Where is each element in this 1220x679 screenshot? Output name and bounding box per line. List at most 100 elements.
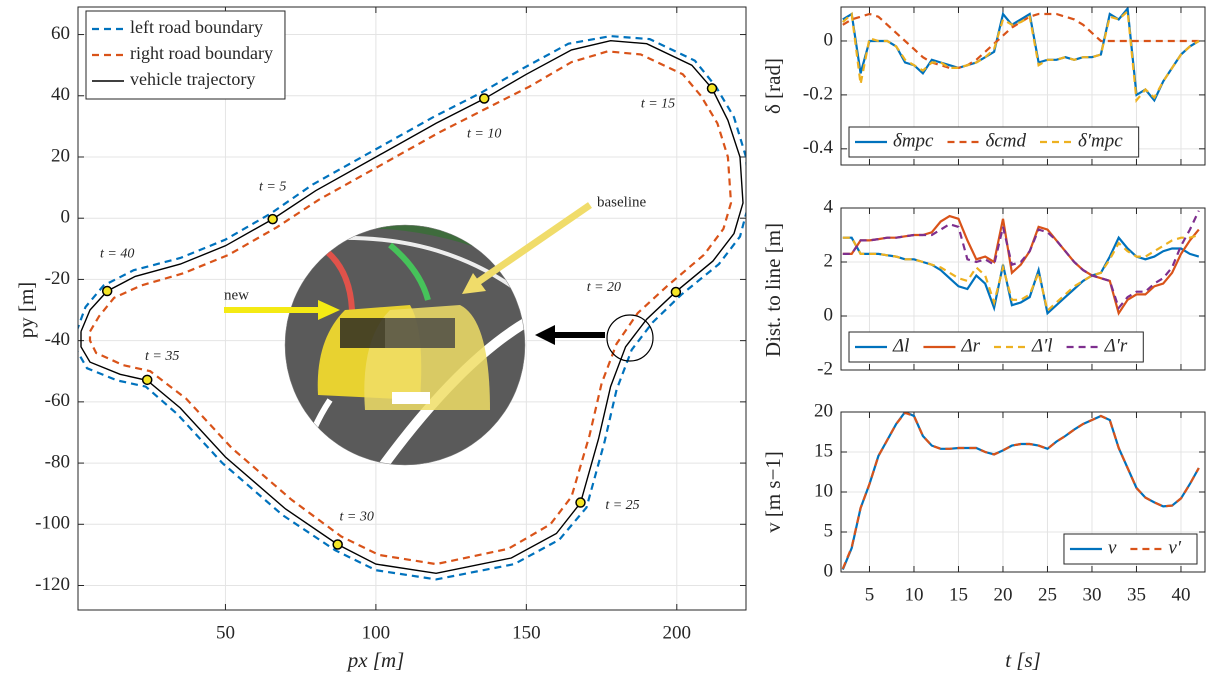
legend-label: right road boundary: [130, 43, 273, 63]
time-marker: [670, 286, 682, 298]
y-axis-label: δ [rad]: [761, 58, 785, 114]
y-tick-label: -40: [45, 329, 70, 350]
x-tick-label: 150: [512, 622, 541, 643]
time-marker: [575, 497, 586, 508]
x-tick-label: 10: [904, 584, 923, 605]
series-line: [78, 34, 746, 581]
legend-label: δ′mpc: [1078, 130, 1123, 151]
inset-green-path: [388, 242, 431, 301]
legend-frame: [848, 126, 1140, 158]
y-tick-label: 0: [824, 560, 834, 581]
y-tick-label: 0: [61, 207, 71, 228]
y-axis-label: py [m]: [14, 282, 38, 339]
legend: Δl Δr Δ′l Δ′r: [848, 331, 1144, 363]
legend-label: δmpc: [893, 130, 934, 151]
series-line: [841, 412, 1200, 570]
axes-frame: [77, 6, 747, 611]
inset-plate: [392, 392, 430, 404]
legend: left road boundary right road boundary veh…: [85, 10, 286, 100]
y-axis-label: v [m s−1]: [761, 451, 785, 533]
inset-window: [385, 318, 455, 348]
time-marker: [267, 213, 278, 225]
series-line: [88, 50, 733, 566]
y-tick-label: 10: [814, 480, 833, 501]
x-tick-label: 20: [993, 584, 1012, 605]
inset-window: [340, 318, 385, 348]
legend: v v′: [1063, 533, 1198, 565]
inset: [285, 225, 525, 465]
time-annotation: t = 20: [587, 280, 621, 295]
plot-area: [841, 412, 1200, 571]
axes-frame: [840, 411, 1206, 573]
y-tick-label: -80: [45, 451, 70, 472]
x-tick-label: 35: [1127, 584, 1146, 605]
time-annotation: t = 40: [100, 246, 134, 261]
x-axis-label: t [s]: [1005, 648, 1041, 672]
legend-label: Δ′l: [1031, 335, 1053, 356]
y-tick-label: -2: [817, 358, 833, 379]
y-tick-label: -0.2: [803, 83, 833, 104]
y-tick-label: 15: [814, 440, 833, 461]
series-line: [842, 210, 1200, 311]
time-marker: [478, 93, 490, 104]
series-line: [842, 233, 1200, 313]
x-axis-label: px [m]: [346, 648, 405, 672]
x-tick-label: 25: [1038, 584, 1057, 605]
x-tick-label: 5: [865, 584, 875, 605]
y-tick-label: -100: [35, 513, 70, 534]
arrow-head: [318, 300, 340, 320]
plot-area: [842, 210, 1200, 316]
time-marker: [706, 83, 718, 94]
time-marker: [332, 539, 343, 550]
legend-label: vehicle trajectory: [130, 69, 255, 89]
y-tick-label: -120: [35, 574, 70, 595]
y-tick-label: 4: [824, 196, 834, 217]
x-tick-label: 50: [216, 622, 235, 643]
y-tick-label: -20: [45, 268, 70, 289]
time-annotation: t = 25: [605, 498, 639, 513]
axes-frame: [840, 6, 1206, 166]
arrow-baseline: [476, 202, 592, 285]
inset-red-path: [323, 247, 355, 311]
y-tick-label: 0: [824, 304, 834, 325]
time-annotation: t = 5: [259, 179, 286, 194]
legend-label: δcmd: [986, 130, 1027, 151]
legend-label: Δ′r: [1104, 335, 1128, 356]
y-tick-label: 5: [824, 520, 834, 541]
x-tick-label: 30: [1082, 584, 1101, 605]
legend-label: Δl: [892, 335, 909, 356]
inset-label: baseline: [597, 194, 646, 210]
time-marker: [141, 374, 153, 386]
legend-label: v′: [1168, 537, 1181, 558]
legend-label: Δr: [960, 335, 980, 356]
legend-label: v: [1108, 537, 1117, 558]
y-tick-label: 2: [824, 250, 834, 271]
y-tick-label: 40: [51, 84, 70, 105]
series-line: [842, 9, 1200, 104]
y-tick-label: 20: [814, 400, 833, 421]
time-annotation: t = 10: [467, 127, 501, 142]
plot-area: [78, 34, 746, 581]
time-annotation: t = 30: [340, 510, 374, 525]
y-tick-label: 20: [51, 145, 70, 166]
axes-frame: [840, 207, 1206, 371]
y-tick-label: 0: [824, 29, 834, 50]
legend: δmpc δcmd δ′mpc: [848, 126, 1140, 158]
y-tick-label: -0.4: [803, 137, 834, 158]
arrow-head: [535, 325, 555, 345]
time-annotation: t = 15: [641, 97, 675, 112]
y-axis-label: Dist. to line [m]: [761, 223, 785, 357]
x-tick-label: 100: [362, 622, 391, 643]
y-tick-label: 60: [51, 23, 70, 44]
legend-label: left road boundary: [130, 17, 263, 37]
x-tick-label: 200: [663, 622, 692, 643]
time-marker: [101, 285, 113, 297]
zoom-circle: [606, 314, 654, 362]
x-tick-label: 15: [949, 584, 968, 605]
series-line: [80, 39, 744, 575]
plot-area: [842, 7, 1200, 104]
time-annotation: t = 35: [145, 349, 179, 364]
inset-label: new: [224, 287, 249, 303]
